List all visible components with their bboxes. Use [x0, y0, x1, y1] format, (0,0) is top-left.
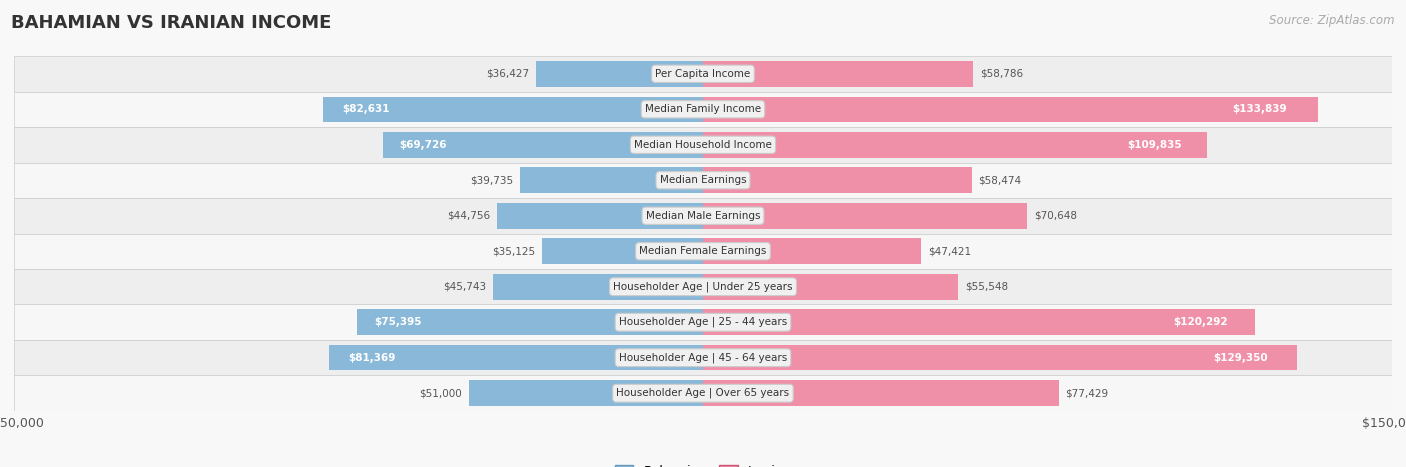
- Text: $58,474: $58,474: [979, 175, 1022, 185]
- FancyBboxPatch shape: [703, 203, 1028, 228]
- Text: $55,548: $55,548: [965, 282, 1008, 292]
- FancyBboxPatch shape: [703, 168, 972, 193]
- FancyBboxPatch shape: [14, 56, 1392, 92]
- Text: $47,421: $47,421: [928, 246, 970, 256]
- FancyBboxPatch shape: [520, 168, 703, 193]
- FancyBboxPatch shape: [14, 163, 1392, 198]
- FancyBboxPatch shape: [703, 310, 1256, 335]
- Text: $58,786: $58,786: [980, 69, 1024, 79]
- Text: Householder Age | 25 - 44 years: Householder Age | 25 - 44 years: [619, 317, 787, 327]
- FancyBboxPatch shape: [14, 127, 1392, 163]
- FancyBboxPatch shape: [14, 269, 1392, 304]
- FancyBboxPatch shape: [357, 310, 703, 335]
- Text: $109,835: $109,835: [1128, 140, 1182, 150]
- Text: Median Male Earnings: Median Male Earnings: [645, 211, 761, 221]
- Text: $51,000: $51,000: [419, 388, 461, 398]
- FancyBboxPatch shape: [703, 239, 921, 264]
- FancyBboxPatch shape: [703, 97, 1317, 122]
- Text: $129,350: $129,350: [1213, 353, 1267, 363]
- Text: Median Family Income: Median Family Income: [645, 104, 761, 114]
- FancyBboxPatch shape: [14, 304, 1392, 340]
- FancyBboxPatch shape: [323, 97, 703, 122]
- FancyBboxPatch shape: [329, 345, 703, 370]
- FancyBboxPatch shape: [494, 274, 703, 299]
- Text: $77,429: $77,429: [1066, 388, 1109, 398]
- FancyBboxPatch shape: [14, 375, 1392, 411]
- FancyBboxPatch shape: [14, 234, 1392, 269]
- Text: $70,648: $70,648: [1035, 211, 1077, 221]
- Text: $35,125: $35,125: [492, 246, 534, 256]
- Text: $75,395: $75,395: [374, 317, 422, 327]
- Text: $44,756: $44,756: [447, 211, 491, 221]
- Text: $39,735: $39,735: [471, 175, 513, 185]
- FancyBboxPatch shape: [382, 132, 703, 157]
- FancyBboxPatch shape: [498, 203, 703, 228]
- Text: $45,743: $45,743: [443, 282, 486, 292]
- Text: $82,631: $82,631: [343, 104, 389, 114]
- FancyBboxPatch shape: [536, 61, 703, 86]
- FancyBboxPatch shape: [468, 381, 703, 406]
- Text: Householder Age | Under 25 years: Householder Age | Under 25 years: [613, 282, 793, 292]
- FancyBboxPatch shape: [541, 239, 703, 264]
- FancyBboxPatch shape: [703, 345, 1298, 370]
- Text: $69,726: $69,726: [399, 140, 446, 150]
- Text: Householder Age | 45 - 64 years: Householder Age | 45 - 64 years: [619, 353, 787, 363]
- FancyBboxPatch shape: [14, 92, 1392, 127]
- Text: Per Capita Income: Per Capita Income: [655, 69, 751, 79]
- Text: Median Earnings: Median Earnings: [659, 175, 747, 185]
- FancyBboxPatch shape: [703, 274, 957, 299]
- Text: Median Household Income: Median Household Income: [634, 140, 772, 150]
- FancyBboxPatch shape: [703, 132, 1208, 157]
- Text: $36,427: $36,427: [485, 69, 529, 79]
- FancyBboxPatch shape: [14, 198, 1392, 234]
- FancyBboxPatch shape: [703, 381, 1059, 406]
- FancyBboxPatch shape: [703, 61, 973, 86]
- Text: Householder Age | Over 65 years: Householder Age | Over 65 years: [616, 388, 790, 398]
- Text: $133,839: $133,839: [1232, 104, 1286, 114]
- Legend: Bahamian, Iranian: Bahamian, Iranian: [610, 460, 796, 467]
- Text: BAHAMIAN VS IRANIAN INCOME: BAHAMIAN VS IRANIAN INCOME: [11, 14, 332, 32]
- Text: Source: ZipAtlas.com: Source: ZipAtlas.com: [1270, 14, 1395, 27]
- Text: $120,292: $120,292: [1173, 317, 1227, 327]
- Text: Median Female Earnings: Median Female Earnings: [640, 246, 766, 256]
- FancyBboxPatch shape: [14, 340, 1392, 375]
- Text: $81,369: $81,369: [347, 353, 395, 363]
